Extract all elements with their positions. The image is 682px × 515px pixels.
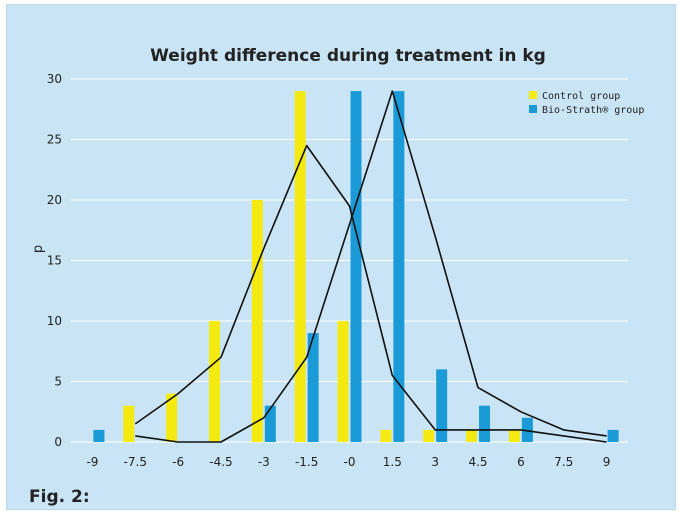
legend-label: Bio-Strath® group [542, 105, 644, 116]
x-tick-label: -6 [172, 455, 184, 469]
bar [521, 417, 533, 442]
bar [607, 429, 619, 442]
y-tick-label: 0 [54, 435, 62, 449]
chart-title: Weight difference during treatment in kg [150, 46, 546, 66]
bar [337, 321, 349, 442]
figure-panel: Weight difference during treatment in kg… [6, 4, 676, 510]
y-axis-label: p [31, 245, 46, 253]
y-tick-labels: 0 5 10 15 20 25 30 [47, 72, 62, 449]
gridlines [71, 78, 628, 443]
y-tick-label: 20 [47, 193, 62, 207]
y-tick-label: 5 [54, 375, 62, 389]
x-tick-labels: -9 -7.5 -6 -4.5 -3 -1.5 -0 1.5 3 4.5 6 7.5 9 [86, 455, 610, 469]
bar [350, 91, 362, 442]
bar [307, 333, 319, 442]
x-tick-label: 1.5 [383, 455, 402, 469]
bar [423, 429, 435, 442]
bar [380, 429, 392, 442]
bar [251, 200, 263, 442]
x-tick-label: 6 [517, 455, 525, 469]
bar [466, 429, 478, 442]
figure-caption: Fig. 2: [29, 487, 90, 507]
bar [208, 321, 220, 442]
x-tick-label: -7.5 [124, 455, 147, 469]
x-tick-label: 9 [603, 455, 611, 469]
bar [166, 393, 178, 442]
bar [436, 369, 448, 442]
y-tick-label: 25 [47, 133, 62, 147]
y-tick-label: 30 [47, 72, 62, 86]
trend-line [135, 90, 607, 443]
y-tick-label: 15 [47, 254, 62, 268]
bar [294, 91, 306, 442]
bar [508, 429, 520, 442]
bar [479, 405, 491, 442]
bars [93, 91, 619, 442]
legend-swatch [529, 91, 537, 99]
y-tick-label: 10 [47, 314, 62, 328]
bar [123, 405, 135, 442]
trend-line [134, 144, 607, 443]
weight-difference-chart: Weight difference during treatment in kg… [29, 46, 644, 507]
x-tick-label: -0 [344, 455, 356, 469]
x-tick-label: -4.5 [209, 455, 232, 469]
bar [264, 405, 276, 442]
legend-label: Control group [542, 91, 620, 102]
bar [393, 91, 405, 442]
x-tick-label: 4.5 [468, 455, 487, 469]
legend: Control group Bio-Strath® group [529, 91, 644, 116]
x-tick-label: -1.5 [295, 455, 318, 469]
bar [93, 429, 105, 442]
x-tick-label: -3 [258, 455, 270, 469]
trend-lines [134, 90, 607, 443]
x-tick-label: -9 [86, 455, 98, 469]
x-tick-label: 7.5 [554, 455, 573, 469]
legend-swatch [529, 105, 537, 113]
x-tick-label: 3 [431, 455, 439, 469]
